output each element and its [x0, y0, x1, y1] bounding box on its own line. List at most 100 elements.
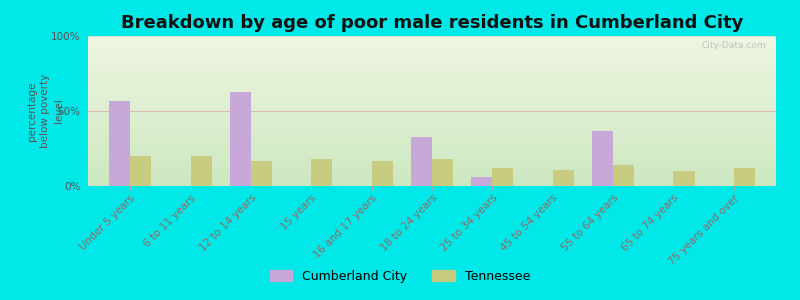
Bar	[88, 49, 776, 50]
Bar	[88, 76, 776, 77]
Y-axis label: percentage
below poverty
level: percentage below poverty level	[27, 74, 63, 148]
Bar	[190, 156, 212, 186]
Bar	[88, 179, 776, 180]
Bar	[88, 169, 776, 170]
Bar	[88, 95, 776, 96]
Bar	[88, 120, 776, 121]
Bar	[88, 135, 776, 136]
Bar	[88, 41, 776, 42]
Bar	[88, 59, 776, 60]
Bar	[88, 90, 776, 91]
Bar	[88, 79, 776, 80]
Bar	[88, 92, 776, 93]
Bar	[88, 48, 776, 49]
Bar	[88, 51, 776, 52]
Bar	[432, 159, 453, 186]
Bar	[88, 150, 776, 151]
Bar	[88, 122, 776, 123]
Bar	[88, 123, 776, 124]
Bar	[311, 159, 333, 186]
Bar	[88, 145, 776, 146]
Bar	[88, 141, 776, 142]
Bar	[88, 46, 776, 47]
Bar	[230, 92, 251, 186]
Bar	[88, 100, 776, 101]
Bar	[88, 44, 776, 45]
Bar	[88, 70, 776, 71]
Bar	[88, 101, 776, 102]
Bar	[88, 182, 776, 183]
Bar	[613, 165, 634, 186]
Bar	[88, 100, 776, 101]
Bar	[88, 103, 776, 104]
Bar	[592, 130, 613, 186]
Bar	[88, 133, 776, 134]
Bar	[88, 74, 776, 75]
Bar	[88, 45, 776, 46]
Bar	[88, 111, 776, 112]
Bar	[88, 168, 776, 169]
Bar	[88, 124, 776, 125]
Bar	[88, 36, 776, 37]
Bar	[88, 161, 776, 162]
Bar	[674, 171, 694, 186]
Bar	[88, 110, 776, 111]
Bar	[88, 68, 776, 69]
Bar	[88, 78, 776, 79]
Bar	[88, 67, 776, 68]
Bar	[88, 177, 776, 178]
Bar	[88, 165, 776, 166]
Bar	[88, 58, 776, 59]
Bar	[88, 173, 776, 174]
Bar	[88, 181, 776, 182]
Bar	[88, 138, 776, 139]
Bar	[88, 171, 776, 172]
Bar	[88, 184, 776, 185]
Bar	[88, 159, 776, 160]
Bar	[734, 168, 755, 186]
Bar	[88, 99, 776, 100]
Bar	[88, 72, 776, 73]
Bar	[88, 118, 776, 119]
Bar	[88, 163, 776, 164]
Bar	[88, 81, 776, 82]
Bar	[88, 130, 776, 131]
Bar	[88, 62, 776, 63]
Bar	[88, 158, 776, 159]
Bar	[109, 100, 130, 186]
Bar	[88, 109, 776, 110]
Bar	[88, 65, 776, 66]
Bar	[88, 176, 776, 177]
Bar	[88, 170, 776, 171]
Bar	[88, 88, 776, 89]
Bar	[88, 116, 776, 117]
Bar	[88, 64, 776, 65]
Bar	[88, 162, 776, 163]
Bar	[88, 148, 776, 149]
Bar	[88, 98, 776, 99]
Bar	[88, 73, 776, 74]
Bar	[88, 160, 776, 161]
Bar	[88, 105, 776, 106]
Bar	[88, 69, 776, 70]
Bar	[88, 119, 776, 120]
Bar	[88, 117, 776, 118]
Bar	[88, 61, 776, 62]
Legend: Cumberland City, Tennessee: Cumberland City, Tennessee	[265, 265, 535, 288]
Bar	[88, 144, 776, 145]
Bar	[88, 185, 776, 186]
Bar	[88, 167, 776, 168]
Bar	[88, 63, 776, 64]
Bar	[88, 172, 776, 173]
Bar	[88, 146, 776, 147]
Bar	[471, 177, 492, 186]
Bar	[411, 136, 432, 186]
Bar	[88, 57, 776, 58]
Bar	[88, 84, 776, 85]
Bar	[88, 106, 776, 107]
Bar	[88, 38, 776, 39]
Bar	[88, 102, 776, 103]
Bar	[88, 85, 776, 86]
Bar	[88, 183, 776, 184]
Bar	[88, 96, 776, 97]
